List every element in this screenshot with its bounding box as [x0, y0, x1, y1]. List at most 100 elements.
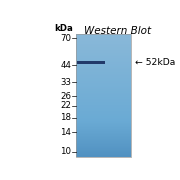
Bar — [76, 105, 131, 106]
Bar — [76, 101, 131, 102]
Bar — [76, 153, 131, 154]
Text: 10: 10 — [60, 147, 71, 156]
Bar — [76, 119, 131, 120]
Bar — [76, 132, 131, 133]
Bar — [76, 83, 131, 84]
Bar — [76, 104, 131, 105]
Bar — [76, 52, 131, 53]
Bar — [76, 60, 131, 61]
Bar — [76, 64, 131, 65]
Bar — [76, 147, 131, 148]
Bar — [76, 99, 131, 100]
Bar — [76, 126, 131, 127]
Bar — [76, 49, 131, 50]
Text: ← 52kDa: ← 52kDa — [136, 58, 176, 67]
Bar — [76, 41, 131, 42]
Bar — [76, 117, 131, 118]
Bar — [76, 141, 131, 142]
Bar — [76, 40, 131, 41]
Bar — [76, 90, 131, 91]
Bar — [76, 74, 131, 75]
Bar — [76, 154, 131, 155]
Bar — [76, 73, 131, 74]
Bar — [76, 135, 131, 136]
Bar — [76, 78, 131, 79]
Bar — [76, 55, 131, 56]
Bar — [76, 81, 131, 82]
Bar — [76, 152, 131, 153]
Bar — [76, 92, 131, 93]
Bar — [76, 50, 131, 51]
Bar — [76, 115, 131, 116]
Bar — [76, 37, 131, 38]
Bar — [76, 70, 131, 71]
Bar — [76, 72, 131, 73]
Text: 26: 26 — [60, 92, 71, 101]
Bar — [76, 139, 131, 140]
Bar — [76, 93, 131, 94]
Bar — [76, 65, 131, 66]
Bar — [76, 95, 131, 96]
Bar — [76, 47, 131, 48]
Bar — [76, 142, 131, 143]
Bar — [76, 51, 131, 52]
Bar — [76, 85, 131, 86]
Bar — [76, 46, 131, 47]
Bar — [76, 106, 131, 107]
Bar — [76, 143, 131, 144]
Text: 44: 44 — [60, 61, 71, 70]
Bar — [76, 43, 131, 44]
Bar — [76, 103, 131, 104]
Bar — [76, 100, 131, 101]
Bar — [76, 58, 131, 59]
Text: 22: 22 — [60, 101, 71, 110]
Bar — [76, 129, 131, 130]
Bar — [76, 53, 131, 54]
Text: kDa: kDa — [54, 24, 73, 33]
Bar — [76, 59, 131, 60]
Bar — [76, 107, 131, 108]
Bar — [76, 87, 131, 88]
Bar — [76, 62, 131, 63]
Bar — [76, 144, 131, 145]
Bar — [76, 121, 131, 122]
Bar — [76, 44, 131, 45]
Bar — [76, 97, 131, 98]
Bar — [76, 114, 131, 115]
Text: Western Blot: Western Blot — [84, 26, 151, 36]
Bar — [76, 56, 131, 57]
Bar — [76, 148, 131, 149]
Bar — [76, 125, 131, 126]
Bar — [76, 113, 131, 114]
Bar — [76, 34, 131, 35]
Bar — [76, 86, 131, 87]
Bar — [76, 120, 131, 121]
Bar — [76, 67, 131, 68]
Bar — [76, 38, 131, 39]
Bar — [76, 68, 131, 69]
Bar — [76, 140, 131, 141]
Bar — [76, 34, 131, 158]
Bar — [76, 94, 131, 95]
Bar — [76, 124, 131, 125]
Bar — [76, 35, 131, 36]
Bar — [76, 111, 131, 112]
Bar — [76, 133, 131, 134]
Bar — [76, 109, 131, 110]
Text: 70: 70 — [60, 34, 71, 43]
Bar — [76, 123, 131, 124]
Bar — [76, 98, 131, 99]
Bar — [76, 71, 131, 72]
Bar — [76, 63, 131, 64]
Bar — [76, 89, 131, 90]
Bar — [76, 96, 131, 97]
Bar — [76, 108, 131, 109]
Text: 14: 14 — [60, 128, 71, 137]
Bar — [76, 45, 131, 46]
Bar — [76, 80, 131, 81]
Bar — [76, 157, 131, 158]
Text: 33: 33 — [60, 78, 71, 87]
Bar — [76, 116, 131, 117]
Bar — [76, 48, 131, 49]
Bar — [76, 138, 131, 139]
